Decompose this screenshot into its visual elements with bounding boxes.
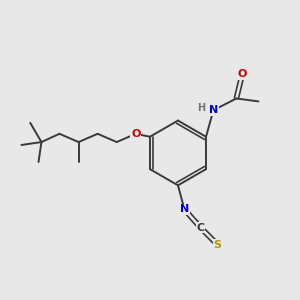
Text: H: H — [197, 103, 206, 113]
Text: N: N — [209, 105, 218, 115]
Text: O: O — [131, 129, 140, 139]
Text: O: O — [238, 69, 247, 79]
Text: C: C — [196, 223, 205, 233]
Text: N: N — [180, 205, 189, 214]
Text: S: S — [214, 240, 222, 250]
